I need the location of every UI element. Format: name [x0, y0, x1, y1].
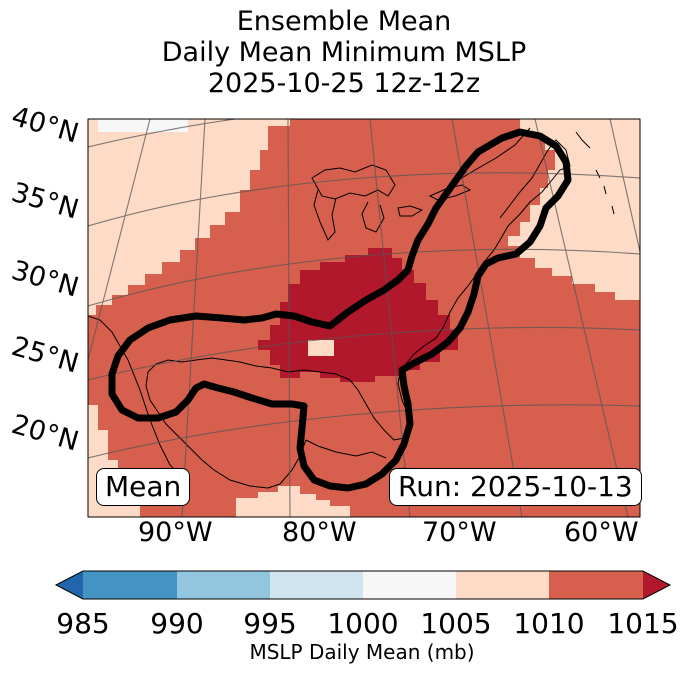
map-frame — [87, 118, 641, 518]
colorbar-bin-995-1000 — [270, 571, 363, 599]
colorbar-outline — [54, 570, 672, 600]
colorbar-bin-990-995 — [177, 571, 270, 599]
lon-label-90w: 90°W — [138, 517, 213, 548]
mslp-contour-line — [108, 128, 572, 492]
run-date-box: Run: 2025-10-13 — [389, 468, 642, 506]
colorbar-bin-1005-1010 — [456, 571, 549, 599]
map-panel — [88, 119, 640, 517]
colorbar-tick-985: 985 — [56, 607, 109, 640]
colorbar-bin-985-990 — [83, 571, 177, 599]
colorbar-tick-1005: 1005 — [420, 607, 491, 640]
title-line-2: Daily Mean Minimum MSLP — [161, 37, 527, 68]
colorbar-tick-1010: 1010 — [513, 607, 584, 640]
map-title: Ensemble Mean Daily Mean Minimum MSLP 20… — [0, 6, 688, 99]
colorbar-tick-1000: 1000 — [327, 607, 398, 640]
title-line-3: 2025-10-25 12z-12z — [207, 68, 481, 99]
lat-label-30: 30°N — [8, 255, 82, 304]
lon-label-60w: 60°W — [564, 517, 639, 548]
colorbar-bin-1000-1005 — [363, 571, 456, 599]
colorbar-bin-1010-1015 — [549, 571, 643, 599]
mean-label-box: Mean — [96, 468, 191, 506]
colorbar-extend-low — [56, 571, 83, 599]
title-line-1: Ensemble Mean — [236, 6, 452, 37]
colorbar — [54, 570, 672, 600]
lon-label-70w: 70°W — [422, 517, 497, 548]
mslp-field-1005-northwest — [88, 119, 290, 315]
coastlines — [88, 127, 615, 491]
colorbar-tick-990: 990 — [150, 607, 203, 640]
mslp-field-1005-northeast — [508, 119, 640, 300]
lon-label-80w: 80°W — [282, 517, 357, 548]
lat-label-25: 25°N — [8, 331, 82, 380]
lat-label-20: 20°N — [8, 409, 82, 458]
mslp-field-white-patch — [98, 119, 188, 132]
lat-label-40: 40°N — [8, 101, 82, 150]
colorbar-tick-995: 995 — [243, 607, 296, 640]
lat-label-35: 35°N — [8, 177, 82, 226]
colorbar-label: MSLP Daily Mean (mb) — [249, 640, 475, 664]
colorbar-extend-high — [643, 571, 670, 599]
mslp-field-1005-south — [236, 486, 350, 517]
colorbar-ticks: 985 990 995 1000 1005 1010 1015 — [56, 607, 678, 640]
mslp-field-light-notch — [308, 340, 334, 356]
colorbar-tick-1015: 1015 — [607, 607, 678, 640]
